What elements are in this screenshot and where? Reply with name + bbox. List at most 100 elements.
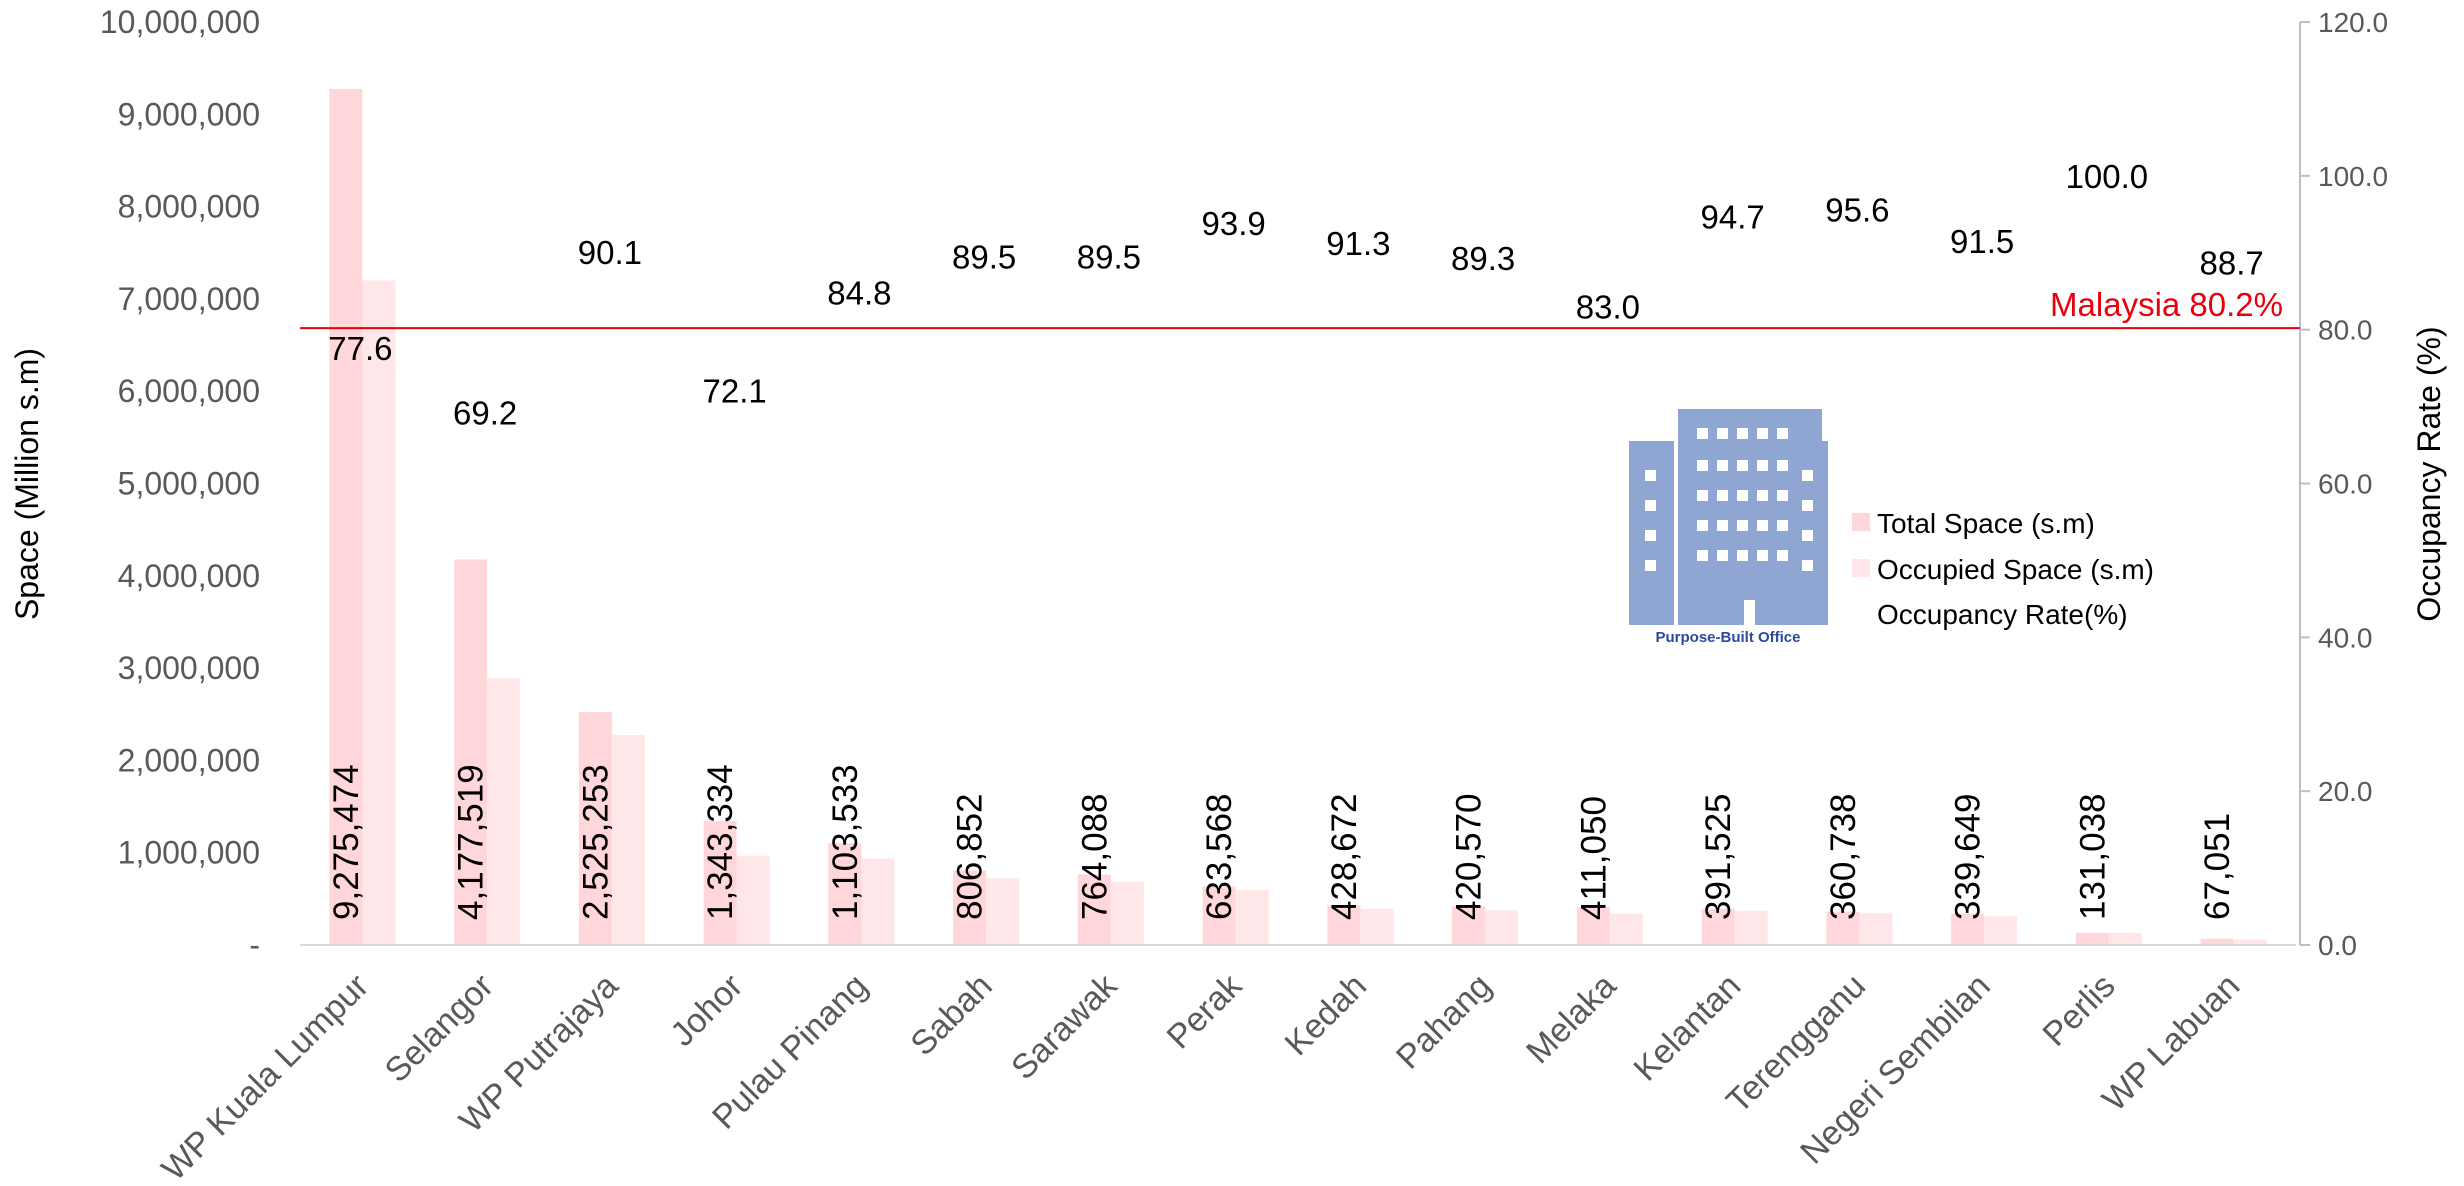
office-window	[1697, 428, 1708, 439]
total-space-data-label: 428,672	[1325, 793, 1364, 920]
legend-entry: Occupied Space (s.m)	[1877, 554, 2154, 585]
total-space-data-label: 4,177,519	[452, 764, 491, 920]
bar-total-space	[1327, 905, 1361, 945]
bar-total-space	[2075, 932, 2109, 945]
occupancy-rate-data-label: 93.9	[1202, 205, 1266, 242]
x-category-label: Johor	[663, 967, 750, 1054]
x-category-label: WP Kuala Lumpur	[154, 967, 376, 1181]
y-axis-title: Space (Million s.m)	[9, 348, 45, 620]
bar-occupied-space	[1984, 916, 2018, 945]
bar-total-space	[1951, 913, 1985, 945]
bar-occupied-space	[362, 280, 396, 945]
office-window	[1737, 460, 1748, 471]
occupancy-rate-data-label: 72.1	[703, 372, 767, 409]
office-window	[1757, 428, 1768, 439]
y2-tick-label: 20.0	[2318, 776, 2373, 807]
total-space-data-label: 420,570	[1450, 793, 1489, 920]
bar-occupied-space	[986, 878, 1020, 945]
total-space-data-label: 806,852	[951, 793, 990, 920]
occupancy-rate-data-label: 89.5	[1077, 239, 1141, 276]
total-space-data-label: 131,038	[2073, 793, 2112, 920]
total-space-data-label: 9,275,474	[327, 764, 366, 920]
office-window	[1802, 530, 1813, 541]
y-tick-label: 1,000,000	[118, 835, 260, 871]
reference-line-label: Malaysia 80.2%	[2050, 286, 2283, 323]
occupancy-rate-data-label: 84.8	[827, 275, 891, 312]
office-window	[1717, 520, 1728, 531]
office-window	[1757, 550, 1768, 561]
x-category-label: Perlis	[2036, 967, 2123, 1054]
office-window	[1697, 460, 1708, 471]
bar-occupied-space	[1859, 913, 1893, 945]
bar-total-space	[1202, 886, 1236, 945]
bar-total-space	[1576, 907, 1610, 945]
legend-entry: Occupancy Rate(%)	[1877, 599, 2128, 630]
x-category-label: Selangor	[378, 967, 501, 1090]
bar-occupied-space	[1110, 881, 1144, 945]
bar-total-space	[2200, 938, 2234, 945]
occupancy-rate-data-label: 91.3	[1326, 225, 1390, 262]
bar-occupied-space	[1609, 913, 1643, 945]
office-window	[1777, 550, 1788, 561]
bar-total-space	[703, 821, 737, 945]
x-category-label: Kelantan	[1626, 967, 1748, 1089]
office-window	[1757, 460, 1768, 471]
office-window	[1645, 500, 1656, 511]
bar-occupied-space	[1360, 908, 1394, 945]
x-category-label: Kedah	[1278, 967, 1374, 1063]
occupancy-rate-data-label: 94.7	[1701, 199, 1765, 236]
bar-occupied-space	[861, 858, 895, 945]
total-space-data-label: 391,525	[1699, 793, 1738, 920]
x-category-label: Sarawak	[1004, 966, 1125, 1087]
y-tick-label: 9,000,000	[118, 96, 260, 132]
x-category-label: Melaka	[1519, 967, 1623, 1071]
office-window	[1777, 460, 1788, 471]
y2-tick-label: 0.0	[2318, 930, 2357, 961]
legend-swatch-total-space	[1852, 513, 1870, 531]
total-space-data-label: 1,343,334	[701, 764, 740, 920]
bar-total-space	[828, 843, 862, 945]
office-window	[1757, 490, 1768, 501]
bar-total-space	[578, 711, 612, 945]
y-tick-label: 10,000,000	[100, 4, 260, 40]
office-window	[1697, 520, 1708, 531]
office-window	[1802, 500, 1813, 511]
office-window	[1777, 490, 1788, 501]
x-category-label: Perak	[1160, 966, 1250, 1056]
occupancy-rate-data-label: 89.5	[952, 239, 1016, 276]
office-window	[1737, 428, 1748, 439]
office-window	[1802, 560, 1813, 571]
legend-entry: Total Space (s.m)	[1877, 508, 2095, 539]
bar-occupied-space	[2108, 932, 2142, 945]
occupancy-rate-data-label: 77.6	[328, 330, 392, 367]
bar-occupied-space	[736, 855, 770, 945]
bar-occupied-space	[1734, 910, 1768, 945]
logo-caption: Purpose-Built Office	[1655, 629, 1800, 646]
y2-tick-label: 80.0	[2318, 315, 2373, 346]
occupancy-rate-data-label: 91.5	[1950, 223, 2014, 260]
office-door	[1744, 600, 1755, 625]
total-space-data-label: 411,050	[1574, 796, 1613, 920]
total-space-data-label: 339,649	[1949, 793, 1988, 920]
y-tick-label: 8,000,000	[118, 189, 260, 225]
office-window	[1697, 490, 1708, 501]
y-tick-label: 6,000,000	[118, 373, 260, 409]
y2-tick-label: 60.0	[2318, 469, 2373, 500]
bar-total-space	[1452, 906, 1486, 945]
y2-tick-label: 120.0	[2318, 7, 2388, 38]
bar-total-space	[329, 88, 363, 945]
bar-occupied-space	[1485, 910, 1519, 945]
occupancy-rate-data-label: 90.1	[578, 234, 642, 271]
office-window	[1777, 520, 1788, 531]
office-window	[1802, 470, 1813, 481]
y-tick-label: 4,000,000	[118, 558, 260, 594]
bar-total-space	[1077, 874, 1111, 945]
y-tick-label: 7,000,000	[118, 281, 260, 317]
bar-total-space	[454, 559, 488, 945]
office-window	[1717, 428, 1728, 439]
office-window	[1645, 530, 1656, 541]
y2-tick-label: 100.0	[2318, 161, 2388, 192]
bar-occupied-space	[487, 678, 521, 945]
